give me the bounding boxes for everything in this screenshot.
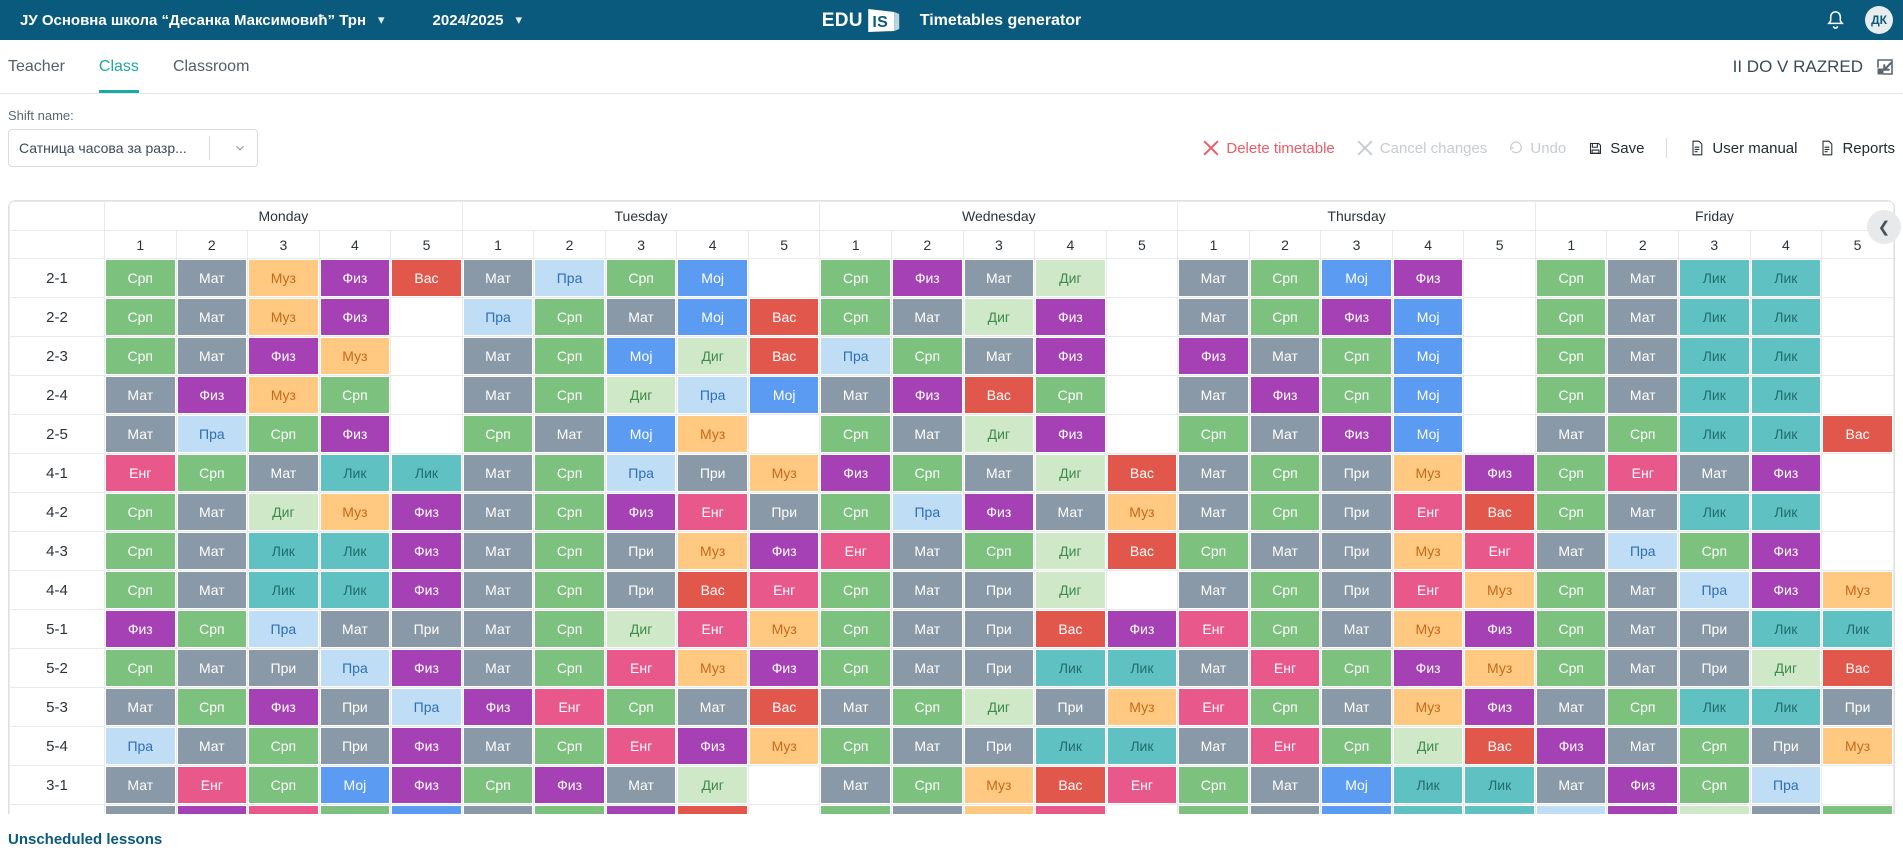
svg-text:IS: IS (872, 14, 888, 31)
